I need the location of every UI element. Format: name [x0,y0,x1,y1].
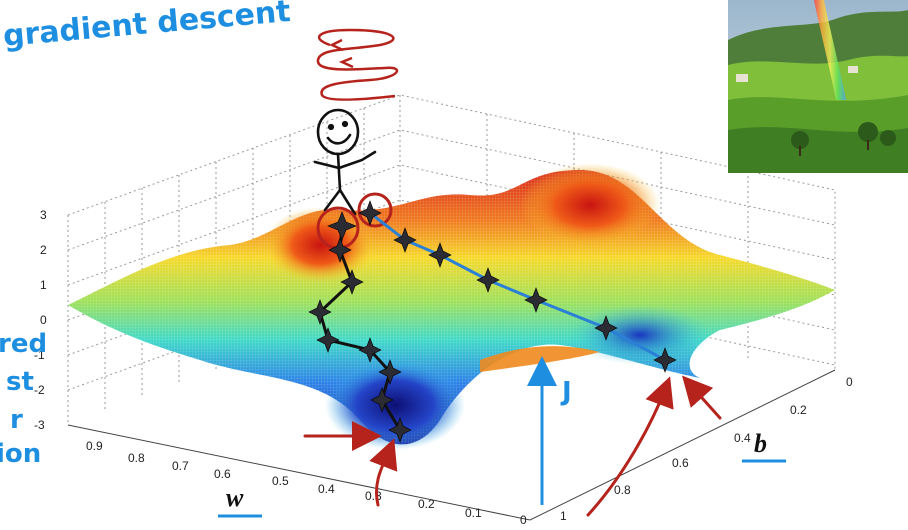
w-axis-ticks: 0.9 0.8 0.7 0.6 0.5 0.4 0.3 0.2 0.1 0 [86,439,527,527]
b-axis-label: b [754,429,767,458]
star-marker-icon [388,417,412,443]
star-marker-icon [358,337,382,363]
b-tick: 0.6 [672,456,689,470]
b-tick: 0.4 [734,431,751,445]
z-tick: -3 [34,418,45,432]
star-marker-icon [316,327,340,353]
b-tick: 0.2 [790,403,807,417]
z-axis-ticks: 3 2 1 0 -1 -2 -3 [34,208,47,432]
b-tick: 0 [846,375,853,389]
margin-text: ion [0,439,41,469]
loss-surface [68,163,835,450]
stick-figure-icon [313,108,377,216]
w-tick: 0.8 [128,451,145,465]
w-tick: 0.4 [318,482,335,496]
z-tick: -2 [34,383,45,397]
w-tick: 0.6 [214,467,231,481]
z-tick: 2 [40,243,47,257]
w-tick: 0.3 [365,489,382,503]
margin-text: red [0,329,47,359]
star-marker-icon [378,359,402,385]
z-tick: 0 [40,313,47,327]
b-tick: 1 [560,509,567,523]
w-tick: 0.1 [465,506,482,520]
start-circle-right [357,192,393,228]
w-tick: 0.9 [86,439,103,453]
star-marker-icon [358,200,382,226]
watermark: CSDN @Blissmaker [769,507,894,522]
w-tick: 0 [520,513,527,527]
w-axis-label: w [226,483,244,512]
star-marker-icon [328,237,352,263]
landscape-photo-icon [728,0,908,173]
star-marker-icon [428,242,452,268]
red-arrows [303,375,722,517]
z-tick: 3 [40,208,47,222]
star-marker-icon [308,299,332,325]
star-marker-icon [476,267,500,293]
j-label: J [560,377,572,407]
plot-box-edges [67,369,836,521]
title: gradient descent [2,0,292,54]
w-tick: 0.2 [418,497,435,511]
star-marker-icon [370,387,394,413]
star-marker-icon [594,315,618,341]
star-marker-icon [393,227,417,253]
margin-text: st [6,367,34,397]
star-marker-icon [327,211,357,241]
w-tick: 0.7 [172,459,189,473]
z-tick: -1 [34,348,45,362]
star-markers [308,200,677,443]
star-marker-icon [524,287,548,313]
b-tick: 0.8 [614,483,631,497]
w-tick: 0.5 [272,474,289,488]
b-axis-ticks: 0 0.2 0.4 0.6 0.8 1 [560,375,853,523]
star-marker-icon [340,269,364,295]
rotation-scribble-icon [316,28,399,101]
margin-text: r [10,405,23,435]
z-tick: 1 [40,278,47,292]
star-marker-icon [653,347,677,373]
